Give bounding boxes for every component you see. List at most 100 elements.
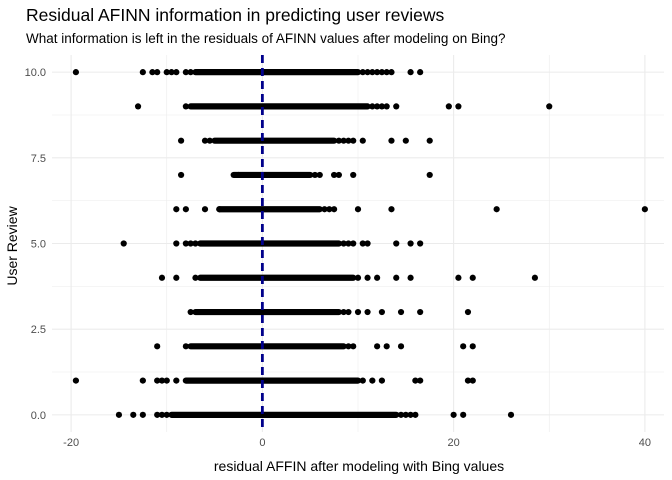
data-point (354, 206, 362, 213)
y-tick-label: 0.0 (31, 410, 46, 422)
data-point (149, 69, 156, 76)
data-points (72, 69, 648, 418)
point-cluster (182, 377, 362, 384)
data-point (369, 69, 376, 76)
point-cluster (192, 308, 342, 316)
data-point (139, 69, 146, 76)
data-point (455, 274, 462, 281)
data-point (393, 103, 400, 110)
data-point (201, 206, 209, 213)
data-point (335, 171, 342, 179)
data-point (173, 377, 180, 384)
grid-lines (52, 55, 664, 432)
data-point (359, 377, 366, 384)
data-point (154, 411, 161, 418)
data-point (187, 69, 194, 76)
data-point (345, 308, 352, 316)
data-point (350, 343, 357, 350)
data-point (378, 103, 386, 110)
data-point (374, 103, 381, 110)
data-point (163, 411, 170, 418)
data-point (407, 411, 414, 418)
data-point (130, 411, 137, 418)
data-point (182, 206, 189, 213)
point-cluster (192, 69, 362, 76)
data-point (402, 137, 409, 144)
data-point (469, 274, 476, 281)
data-point (402, 411, 409, 418)
data-point (388, 206, 395, 213)
data-point (330, 171, 338, 179)
y-tick-labels: 0.0 2.5 5.0 7.5 10.0 (25, 67, 46, 422)
data-point (364, 274, 371, 281)
data-point (364, 69, 371, 76)
data-point (393, 240, 400, 247)
data-point (364, 308, 371, 316)
data-point (546, 103, 553, 110)
data-point (426, 137, 433, 144)
data-point (374, 343, 381, 350)
point-cluster (211, 137, 338, 144)
data-point (350, 171, 357, 179)
data-point (507, 411, 515, 418)
data-point (445, 103, 452, 110)
data-point (383, 343, 390, 350)
point-cluster (187, 103, 371, 110)
data-point (311, 171, 319, 179)
data-point (330, 206, 338, 213)
y-tick-label: 2.5 (31, 324, 46, 336)
data-point (158, 377, 166, 384)
data-point (426, 171, 433, 179)
data-point (345, 240, 352, 247)
data-point (340, 308, 347, 316)
data-point (158, 411, 166, 418)
y-tick-label: 7.5 (31, 153, 46, 165)
y-tick-label: 5.0 (31, 239, 46, 251)
data-point (154, 377, 161, 384)
data-point (316, 171, 323, 179)
data-point (168, 69, 175, 76)
data-point (464, 308, 472, 316)
data-point (407, 240, 414, 247)
data-point (460, 411, 467, 418)
data-point (134, 103, 142, 110)
data-point (173, 206, 180, 213)
data-point (173, 69, 180, 76)
x-tick-label: 40 (639, 437, 651, 449)
data-point (407, 69, 414, 76)
data-point (397, 308, 405, 316)
data-point (216, 206, 223, 213)
data-point (412, 411, 419, 418)
data-point (354, 308, 362, 316)
data-point (407, 274, 414, 281)
data-point (201, 137, 209, 144)
data-point (350, 240, 357, 247)
chart-subtitle: What information is left in the residual… (26, 31, 506, 46)
data-point (173, 274, 180, 281)
data-point (182, 240, 189, 247)
data-point (154, 343, 161, 350)
data-point (369, 377, 376, 384)
data-point (120, 240, 127, 247)
data-point (206, 137, 213, 144)
data-point (163, 377, 170, 384)
data-point (412, 377, 419, 384)
data-point (369, 103, 376, 110)
data-point (326, 206, 333, 213)
point-cluster (168, 411, 400, 418)
y-tick-label: 10.0 (25, 67, 46, 79)
data-point (187, 240, 194, 247)
data-point (417, 377, 424, 384)
point-cluster (230, 171, 314, 179)
point-cluster (216, 206, 323, 213)
data-point (469, 343, 476, 350)
data-point (417, 240, 424, 247)
chart-title: Residual AFINN information in predicting… (26, 5, 444, 25)
data-point (173, 240, 180, 247)
data-point (72, 69, 80, 76)
data-point (139, 411, 146, 418)
data-point (345, 343, 352, 350)
data-point (192, 274, 199, 281)
data-point (192, 240, 199, 247)
